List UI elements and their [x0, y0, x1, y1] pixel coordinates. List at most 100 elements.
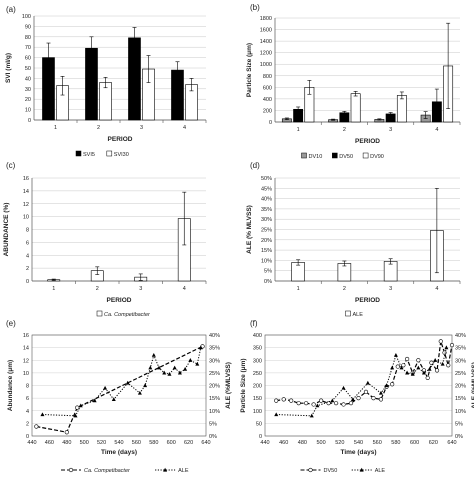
x-tick-label: 3: [140, 125, 143, 131]
data-point: [449, 343, 455, 348]
bar: [128, 37, 141, 121]
y2-tick-label: 35%: [455, 346, 466, 352]
data-point: [64, 430, 69, 435]
data-point: [442, 350, 447, 355]
data-point: [390, 365, 395, 370]
y2-tick-label: 20%: [455, 384, 466, 390]
data-point: [384, 383, 389, 388]
data-point: [111, 397, 116, 401]
data-point: [363, 389, 369, 394]
legend-swatch: [332, 152, 338, 159]
y-tick-label: 100: [22, 14, 31, 20]
x-tick-label: 2: [96, 286, 99, 292]
x-axis-label: Time (days): [101, 449, 137, 456]
y-tick-label: 25%: [261, 228, 272, 234]
x-tick-label: 640: [201, 440, 210, 446]
y-tick-label: 100: [253, 409, 262, 415]
x-axis-label: Time (days): [340, 449, 376, 456]
series-line: [42, 347, 202, 417]
data-point: [148, 365, 153, 370]
data-point: [143, 383, 148, 388]
x-tick-label: 480: [298, 440, 307, 446]
y2-tick-label: 15%: [455, 396, 466, 402]
data-point: [289, 398, 294, 403]
y-tick-label: 200: [253, 384, 262, 390]
x-tick-label: 580: [391, 440, 400, 446]
y-tick-label: 15%: [261, 248, 272, 254]
x-tick-label: 480: [62, 440, 71, 446]
data-point: [188, 358, 193, 362]
data-point: [395, 364, 400, 369]
x-tick-label: 4: [435, 127, 438, 133]
legend-swatch: [106, 150, 113, 157]
legend-swatch: [345, 310, 351, 317]
x-axis-label: PERIOD: [355, 138, 380, 145]
y2-tick-label: 5%: [209, 421, 217, 427]
data-point: [356, 396, 361, 401]
x-tick-label: 4: [183, 125, 186, 131]
y-tick-label: 800: [263, 74, 272, 80]
data-point: [75, 405, 80, 410]
y-tick-label: 45%: [261, 186, 272, 192]
x-tick-label: 580: [149, 440, 158, 446]
y-tick-label: 1000: [260, 62, 272, 68]
data-point: [341, 402, 346, 407]
legend-label: DV50: [339, 154, 353, 160]
data-point: [405, 370, 410, 375]
y-tick-label: 1800: [260, 16, 272, 22]
data-point: [78, 403, 83, 408]
x-tick-label: 2: [97, 125, 100, 131]
data-point: [326, 401, 331, 406]
data-point: [92, 398, 97, 403]
y-tick-label: 90: [25, 24, 31, 30]
legend-label: SVI30: [114, 152, 129, 158]
bar: [396, 95, 407, 123]
x-tick-label: 1: [54, 125, 57, 131]
data-point: [350, 397, 355, 401]
x-tick-label: 560: [132, 440, 141, 446]
panel-label: (c): [6, 161, 16, 170]
y-tick-label: 400: [263, 97, 272, 103]
data-point: [311, 402, 316, 407]
y-tick-label: 50: [256, 421, 262, 427]
y2-tick-label: 35%: [209, 346, 220, 352]
x-tick-label: 2: [343, 127, 346, 133]
y-tick-label: 300: [253, 358, 262, 364]
x-tick-label: 540: [114, 440, 123, 446]
y-tick-label: 6: [26, 396, 29, 402]
x-tick-label: 520: [97, 440, 106, 446]
panel-label: (d): [250, 161, 260, 170]
data-point: [103, 385, 108, 390]
series-line: [36, 345, 203, 433]
y-axis-label: ALE (% MLVSS): [246, 205, 253, 254]
y-tick-label: 6: [26, 240, 29, 246]
y-tick-label: 20%: [261, 238, 272, 244]
series-line: [276, 347, 447, 417]
x-tick-label: 600: [410, 440, 419, 446]
legend-label: DV10: [309, 154, 323, 160]
y2-tick-label: 25%: [209, 371, 220, 377]
data-point: [405, 356, 410, 362]
data-point: [195, 361, 200, 366]
data-point: [296, 401, 301, 406]
x-tick-label: 4: [183, 286, 186, 292]
data-point: [157, 365, 162, 370]
y-tick-label: 50: [25, 66, 31, 72]
data-point: [416, 365, 421, 370]
bar: [350, 93, 361, 123]
data-point: [274, 398, 279, 403]
x-tick-label: 500: [317, 440, 326, 446]
data-point: [446, 363, 451, 368]
y-tick-label: 0: [28, 118, 31, 124]
data-point: [177, 370, 182, 375]
y-tick-label: 40%: [261, 197, 272, 203]
x-tick-label: 460: [45, 440, 54, 446]
y-tick-label: 0: [269, 120, 272, 126]
y2-tick-label: 15%: [209, 396, 220, 402]
data-point: [390, 382, 395, 387]
data-point: [371, 396, 376, 401]
panel-4: (e) 0 2 4 6 8 10 12 14 16 0% 5% 10% 15% 20% 25% 30% 35% 40…: [6, 319, 232, 474]
data-point: [365, 380, 370, 385]
y-tick-label: 16: [23, 176, 29, 182]
